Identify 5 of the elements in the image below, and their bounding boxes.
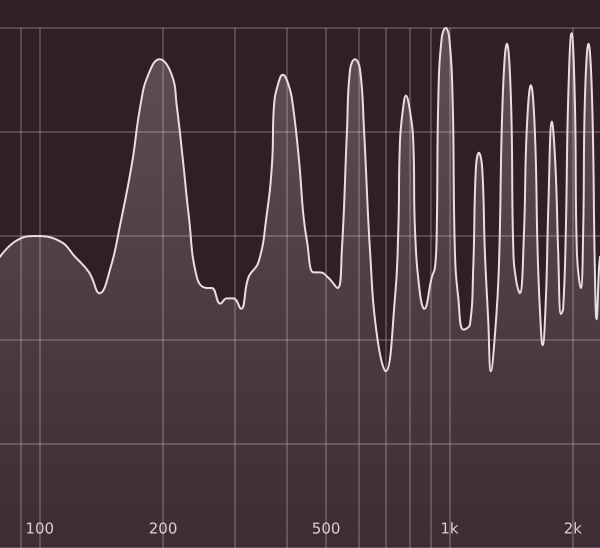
- x-tick-label: 200: [148, 520, 178, 538]
- x-tick-label: 500: [312, 520, 340, 538]
- x-tick-label: 2k: [564, 520, 582, 538]
- x-tick-label: 100: [25, 520, 54, 538]
- x-tick-label: 1k: [440, 520, 459, 538]
